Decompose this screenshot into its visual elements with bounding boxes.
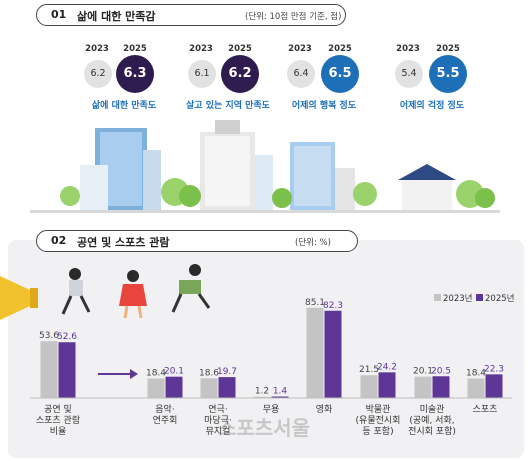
- data-label-new: 1.4: [273, 387, 288, 397]
- value-old-circle: 6.2: [84, 60, 112, 88]
- satisfaction-label: 살고 있는 지역 만족도: [186, 101, 270, 111]
- megaphone-icon: [0, 276, 38, 320]
- year-new: 2025: [228, 44, 252, 54]
- bar-old: [40, 341, 58, 398]
- category-label: 스포츠: [473, 404, 498, 415]
- house: [398, 164, 456, 210]
- legend-swatch-new: [476, 294, 483, 301]
- trees: [60, 178, 495, 208]
- legend-label-new: 2025년: [485, 293, 514, 304]
- bar-old: [360, 375, 378, 398]
- bar-new: [378, 372, 396, 398]
- dancer-2: [119, 270, 147, 319]
- section1-title: 삶에 대한 만족감: [77, 10, 156, 23]
- year-new: 2025: [123, 44, 147, 54]
- category-label: 연주회: [153, 415, 178, 426]
- value-new-circle: 5.5: [429, 55, 467, 93]
- year-new: 2025: [436, 44, 460, 54]
- category-label: 비율: [50, 426, 67, 437]
- category-label: 마당극·: [204, 415, 232, 426]
- bar-old: [306, 307, 324, 398]
- year-old: 2023: [189, 44, 213, 54]
- section2-panel: [8, 240, 524, 458]
- bar-new: [218, 377, 236, 398]
- satisfaction-label: 어제의 걱정 정도: [399, 101, 465, 111]
- category-label: (유물전시회: [356, 415, 401, 426]
- building-mid: [200, 120, 273, 210]
- data-label-old: 18.4: [466, 368, 486, 378]
- satisfaction-label: 삶에 대한 만족도: [91, 101, 157, 111]
- bar-new: [485, 374, 503, 398]
- data-label-new: 82.3: [323, 301, 343, 311]
- bar-old: [200, 378, 218, 398]
- legend-label-old: 2023년: [443, 293, 472, 304]
- data-label-old: 85.1: [305, 298, 325, 308]
- dancer-3: [171, 264, 211, 313]
- dancers-illustration: [61, 264, 211, 319]
- data-label-new: 19.7: [217, 367, 237, 377]
- value-old-circle: 6.4: [287, 60, 315, 88]
- watermark: 스포츠서울: [218, 416, 310, 440]
- category-label: (공예, 서화,: [409, 415, 454, 426]
- data-label-new: 20.5: [431, 366, 451, 376]
- bar-old: [414, 376, 432, 398]
- data-label-new: 24.2: [377, 362, 397, 372]
- section1-unit: (단위: 10점 만점 기준, 점): [245, 12, 342, 22]
- section2-header: 02 공연 및 스포츠 관람 (단위: %): [36, 230, 358, 252]
- category-label: 연극·: [208, 404, 227, 415]
- year-old: 2023: [288, 44, 312, 54]
- value-new-circle: 6.2: [221, 55, 259, 93]
- bar-new: [165, 376, 183, 398]
- category-label: 등 포함): [362, 426, 393, 437]
- value-new-circle: 6.3: [116, 55, 154, 93]
- category-label: 박물관: [366, 404, 391, 415]
- data-label-old: 18.6: [199, 368, 219, 378]
- bar-old: [253, 396, 271, 398]
- ground: [30, 210, 500, 213]
- year-new: 2025: [328, 44, 352, 54]
- building-right: [290, 142, 355, 210]
- data-label-new: 22.3: [484, 364, 504, 374]
- category-label: 미술관: [420, 404, 445, 415]
- bar-new: [271, 396, 289, 398]
- section2-number: 02: [51, 234, 67, 247]
- year-old: 2023: [85, 44, 109, 54]
- category-label: 음악·: [155, 403, 174, 415]
- city-illustration: [30, 120, 500, 213]
- bar-new: [432, 376, 450, 398]
- data-label-old: 1.2: [255, 387, 269, 397]
- year-old: 2023: [396, 44, 420, 54]
- data-label-old: 21.5: [359, 365, 379, 375]
- data-label-old: 18.4: [146, 368, 166, 378]
- section1-number: 01: [51, 8, 67, 21]
- data-label-new: 52.6: [57, 332, 77, 342]
- section2-unit: (단위: %): [295, 238, 331, 248]
- category-label: 영화: [316, 404, 333, 415]
- bar-old: [147, 378, 165, 398]
- value-new-circle: 6.5: [321, 55, 359, 93]
- bar-new: [324, 310, 342, 398]
- bar-old: [467, 378, 485, 398]
- data-label-old: 20.1: [413, 367, 433, 377]
- category-label: 스포츠 관람: [36, 414, 80, 426]
- arrow-icon: [98, 369, 138, 379]
- value-old-circle: 5.4: [395, 60, 423, 88]
- bar-new: [58, 342, 76, 398]
- dancer-1: [61, 268, 91, 315]
- satisfaction-label: 어제의 행복 정도: [291, 101, 357, 111]
- section2-title: 공연 및 스포츠 관람: [77, 236, 170, 249]
- value-old-circle: 6.1: [188, 60, 216, 88]
- legend-swatch-old: [434, 294, 441, 301]
- category-label: 뮤지컬: [206, 426, 231, 437]
- category-label: 무용: [263, 404, 280, 415]
- category-label: 전시회 포함): [408, 426, 456, 437]
- building-left: [80, 128, 161, 210]
- data-label-new: 20.1: [164, 367, 184, 377]
- data-label-old: 53.6: [39, 331, 59, 341]
- section1-header: 01 삶에 대한 만족감 (단위: 10점 만점 기준, 점): [36, 4, 346, 26]
- category-label: 공연 및: [44, 403, 72, 415]
